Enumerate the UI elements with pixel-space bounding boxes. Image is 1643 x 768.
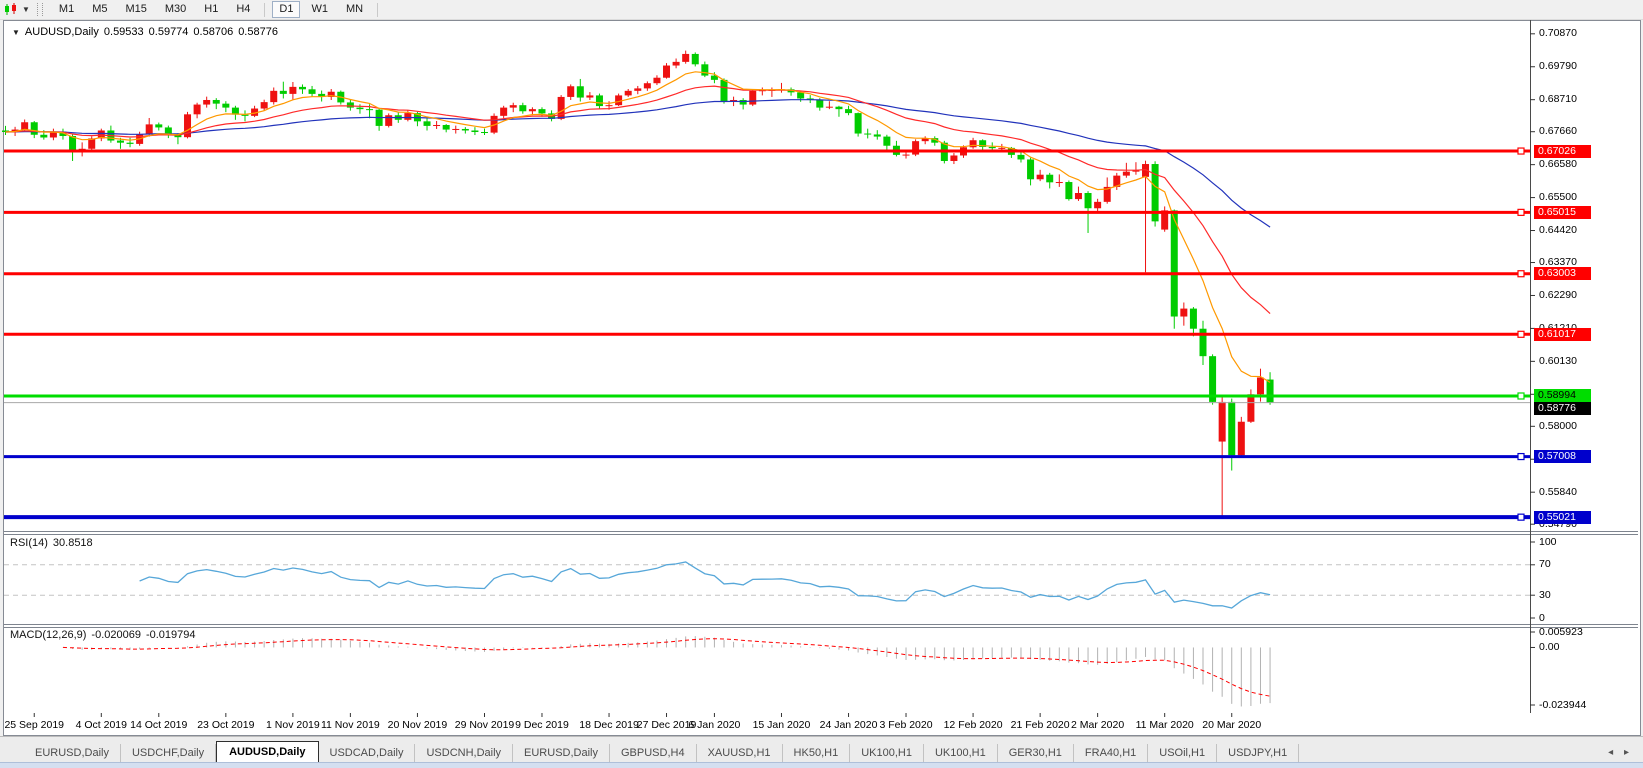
chart-tab-usdcad-daily[interactable]: USDCAD,Daily xyxy=(319,744,416,763)
date-tick-label: 6 Jan 2020 xyxy=(688,719,741,731)
price-tick-label: 0.55840 xyxy=(1539,485,1577,498)
current-price-badge: 0.58776 xyxy=(1534,402,1591,416)
rsi-value: 30.8518 xyxy=(52,537,93,549)
taskbar-edge xyxy=(0,762,1643,768)
date-tick-label: 20 Mar 2020 xyxy=(1202,719,1262,731)
price-tick-label: 0.70870 xyxy=(1539,27,1577,40)
ohlc-high: 0.59774 xyxy=(148,26,189,38)
price-tick-label: 0.65500 xyxy=(1539,191,1577,204)
chart-tab-audusd-daily[interactable]: AUDUSD,Daily xyxy=(216,741,319,763)
price-line-badge: 0.57008 xyxy=(1534,450,1591,464)
chart-tab-usdchf-daily[interactable]: USDCHF,Daily xyxy=(121,744,217,763)
rsi-name: RSI(14) xyxy=(10,537,48,549)
chart-tab-usdcnh-daily[interactable]: USDCNH,Daily xyxy=(415,744,514,763)
price-tick-label: 0.62290 xyxy=(1539,288,1577,301)
date-tick-label: 23 Oct 2019 xyxy=(197,719,255,731)
macd-tick-label: 0.00 xyxy=(1539,641,1560,654)
date-tick-label: 4 Oct 2019 xyxy=(75,719,127,731)
price-tick-label: 0.66580 xyxy=(1539,158,1577,171)
date-tick-label: 29 Nov 2019 xyxy=(454,719,515,731)
rsi-indicator-label: RSI(14) 30.8518 xyxy=(10,537,93,549)
chevron-down-icon[interactable]: ▼ xyxy=(12,28,20,37)
chart-window[interactable] xyxy=(3,20,1641,736)
price-tick-label: 0.67660 xyxy=(1539,125,1577,138)
chart-tab-gbpusd-h4[interactable]: GBPUSD,H4 xyxy=(610,744,697,763)
rsi-tick-label: 100 xyxy=(1539,535,1557,548)
timeframe-button-M30[interactable]: M30 xyxy=(164,3,187,15)
chart-title: ▼ AUDUSD,Daily 0.59533 0.59774 0.58706 0.5877… xyxy=(12,26,278,38)
ohlc-close: 0.58776 xyxy=(238,26,278,38)
price-line-badge: 0.55021 xyxy=(1534,510,1591,524)
date-tick-label: 3 Feb 2020 xyxy=(879,719,933,731)
rsi-tick-label: 30 xyxy=(1539,588,1551,601)
date-tick-label: 12 Feb 2020 xyxy=(943,719,1003,731)
timeframe-toolbar: ▼ M1 M5 M15 M30 H1 H4 D1 W1 MN xyxy=(0,0,1643,20)
price-line-badge: 0.61017 xyxy=(1534,327,1591,341)
ohlc-low: 0.58706 xyxy=(193,26,234,38)
price-tick-label: 0.64420 xyxy=(1539,224,1577,237)
timeframe-button-W1[interactable]: W1 xyxy=(311,3,328,15)
timeframe-button-H4[interactable]: H4 xyxy=(236,3,251,15)
timeframe-button-D1[interactable]: D1 xyxy=(272,1,301,18)
date-tick-label: 18 Dec 2019 xyxy=(579,719,639,731)
date-tick-label: 1 Nov 2019 xyxy=(266,719,320,731)
chevron-down-icon[interactable]: ▼ xyxy=(22,5,30,14)
chart-tab-fra40-h1[interactable]: FRA40,H1 xyxy=(1074,744,1149,763)
date-tick-label: 9 Dec 2019 xyxy=(515,719,569,731)
toolbar-grip[interactable] xyxy=(36,3,43,16)
timeframe-button-H1[interactable]: H1 xyxy=(204,3,219,15)
price-tick-label: 0.63370 xyxy=(1539,256,1577,269)
chart-tab-ger30-h1[interactable]: GER30,H1 xyxy=(998,744,1074,763)
chart-symbol-label: AUDUSD,Daily xyxy=(24,26,99,38)
chart-tab-uk100-h1[interactable]: UK100,H1 xyxy=(924,744,998,763)
price-line-badge: 0.63003 xyxy=(1534,267,1591,281)
price-tick-label: 0.58000 xyxy=(1539,419,1577,432)
timeframe-button-MN[interactable]: MN xyxy=(345,3,364,15)
date-tick-label: 15 Jan 2020 xyxy=(752,719,811,731)
macd-name: MACD(12,26,9) xyxy=(10,629,87,641)
price-line-badge: 0.65015 xyxy=(1534,205,1591,219)
date-tick-label: 21 Feb 2020 xyxy=(1010,719,1070,731)
price-line-badge: 0.67026 xyxy=(1534,144,1591,158)
date-tick-label: 20 Nov 2019 xyxy=(387,719,448,731)
macd-main-value: -0.020069 xyxy=(91,629,141,641)
date-tick-label: 11 Nov 2019 xyxy=(320,719,380,731)
date-tick-label: 27 Dec 2019 xyxy=(636,719,697,731)
rsi-tick-label: 0 xyxy=(1539,611,1545,624)
chart-type-icon[interactable] xyxy=(4,3,20,16)
date-tick-label: 24 Jan 2020 xyxy=(819,719,878,731)
date-tick-label: 14 Oct 2019 xyxy=(130,719,188,731)
chart-tab-uk100-h1[interactable]: UK100,H1 xyxy=(850,744,924,763)
price-tick-label: 0.68710 xyxy=(1539,93,1577,106)
timeframe-button-M5[interactable]: M5 xyxy=(92,3,108,15)
price-tick-label: 0.69790 xyxy=(1539,60,1577,73)
macd-tick-label: -0.023944 xyxy=(1539,699,1587,711)
chart-tab-usdjpy-h1[interactable]: USDJPY,H1 xyxy=(1217,744,1300,763)
rsi-tick-label: 70 xyxy=(1539,558,1551,571)
chart-tab-xauusd-h1[interactable]: XAUUSD,H1 xyxy=(697,744,783,763)
date-tick-label: 2 Mar 2020 xyxy=(1071,719,1125,731)
macd-signal-value: -0.019794 xyxy=(145,629,196,641)
chart-tab-eurusd-daily[interactable]: EURUSD,Daily xyxy=(513,744,610,763)
tabs-scroll-right-icon[interactable]: ▸ xyxy=(1623,747,1629,758)
date-tick-label: 11 Mar 2020 xyxy=(1135,719,1194,731)
price-line-badge: 0.58994 xyxy=(1534,389,1591,403)
price-tick-label: 0.60130 xyxy=(1539,354,1577,367)
tabs-scroll-left-icon[interactable]: ◂ xyxy=(1608,747,1614,758)
chart-tab-eurusd-daily[interactable]: EURUSD,Daily xyxy=(24,744,121,763)
chart-tab-usoil-h1[interactable]: USOil,H1 xyxy=(1148,744,1218,763)
chart-tab-hk50-h1[interactable]: HK50,H1 xyxy=(783,744,851,763)
macd-indicator-label: MACD(12,26,9) -0.020069 -0.019794 xyxy=(10,629,196,641)
symbol-tab-bar: EURUSD,Daily USDCHF,Daily AUDUSD,Daily USDC… xyxy=(0,736,1643,763)
timeframe-button-M1[interactable]: M1 xyxy=(58,3,75,15)
date-tick-label: 25 Sep 2019 xyxy=(4,719,65,731)
macd-tick-label: 0.005923 xyxy=(1539,626,1583,638)
ohlc-open: 0.59533 xyxy=(103,26,144,38)
timeframe-button-M15[interactable]: M15 xyxy=(125,3,147,15)
